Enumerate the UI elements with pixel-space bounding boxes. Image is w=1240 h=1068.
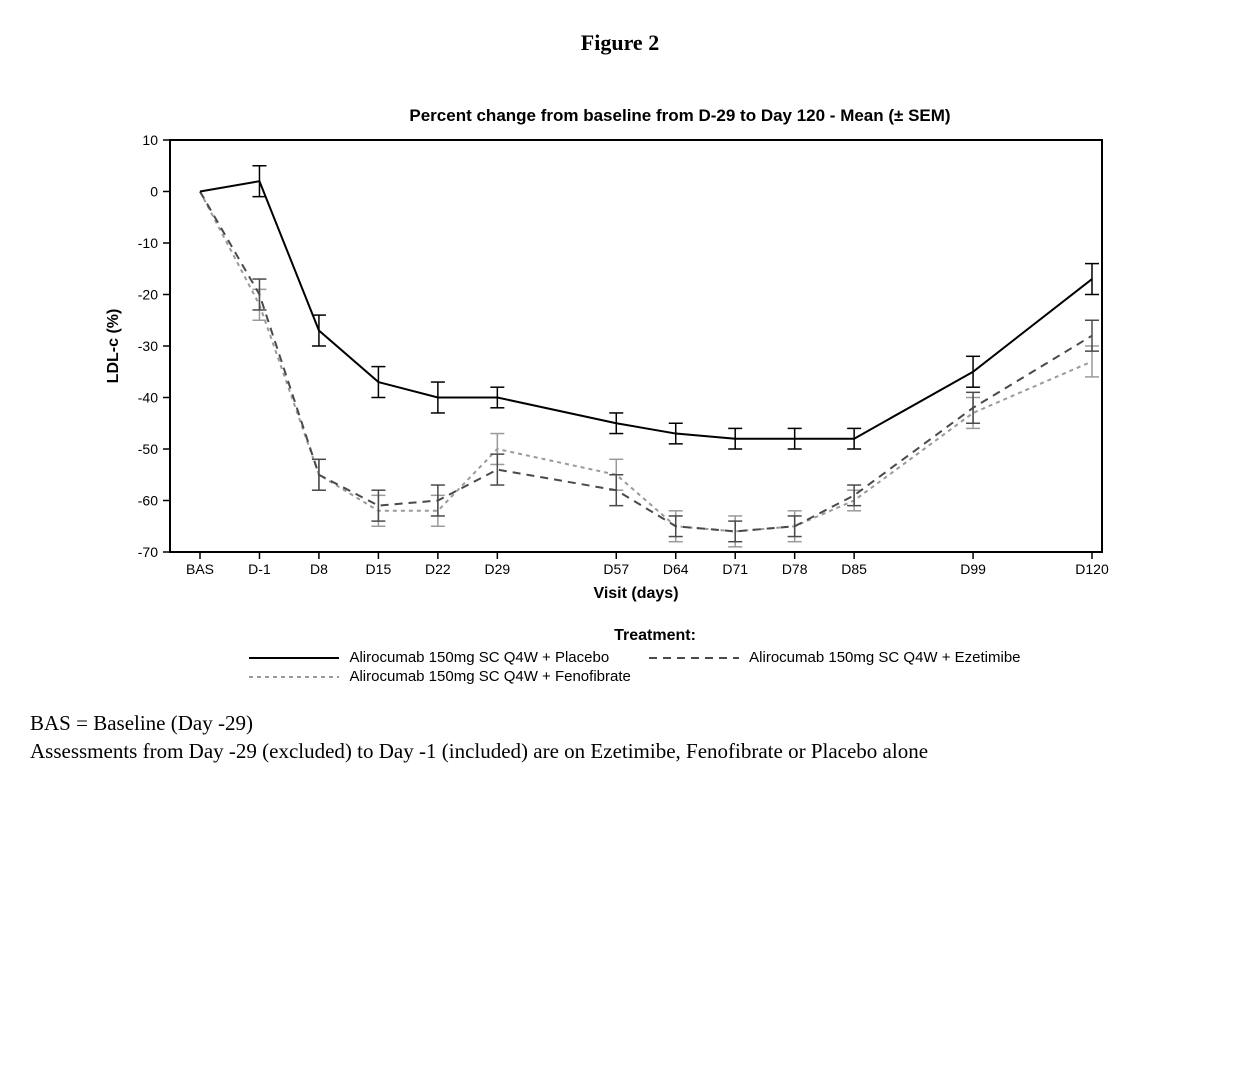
- y-tick-label: -40: [138, 390, 158, 406]
- x-tick-label: D29: [484, 561, 510, 577]
- y-tick-label: -30: [138, 338, 158, 354]
- legend-item: Alirocumab 150mg SC Q4W + Placebo: [249, 649, 609, 666]
- x-tick-label: D64: [663, 561, 689, 577]
- x-tick-label: D8: [310, 561, 328, 577]
- x-axis-label: Visit (days): [593, 585, 678, 602]
- y-tick-label: 0: [150, 184, 158, 200]
- x-tick-label: BAS: [186, 561, 214, 577]
- legend-label: Alirocumab 150mg SC Q4W + Placebo: [349, 649, 609, 666]
- y-tick-label: -10: [138, 235, 158, 251]
- chart-title: Percent change from baseline from D-29 t…: [150, 106, 1210, 126]
- x-tick-label: D-1: [248, 561, 271, 577]
- y-tick-label: 10: [142, 132, 158, 148]
- legend: Treatment: Alirocumab 150mg SC Q4W + Pla…: [100, 627, 1210, 689]
- x-tick-label: D85: [841, 561, 867, 577]
- legend-swatch: [249, 670, 339, 684]
- line-chart: 10 0 -10 -20 -30 -40 -50 -60 -70 LDL-c (%) BAS D-1 D…: [100, 132, 1120, 612]
- x-tick-label: D99: [960, 561, 986, 577]
- legend-title: Treatment:: [100, 627, 1210, 645]
- x-tick-label: D71: [722, 561, 748, 577]
- y-tick-label: -20: [138, 287, 158, 303]
- y-axis-label: LDL-c (%): [105, 309, 122, 384]
- x-tick-label: D15: [366, 561, 392, 577]
- y-tick-label: -60: [138, 493, 158, 509]
- chart-container: Percent change from baseline from D-29 t…: [100, 106, 1210, 689]
- footnote-line: BAS = Baseline (Day -29): [30, 709, 1090, 737]
- legend-item: Alirocumab 150mg SC Q4W + Fenofibrate: [249, 668, 630, 685]
- legend-item: Alirocumab 150mg SC Q4W + Ezetimibe: [649, 649, 1020, 666]
- legend-label: Alirocumab 150mg SC Q4W + Fenofibrate: [349, 668, 630, 685]
- footnote: BAS = Baseline (Day -29)Assessments from…: [30, 709, 1090, 766]
- legend-swatch: [249, 651, 339, 665]
- x-tick-label: D120: [1075, 561, 1109, 577]
- x-tick-label: D78: [782, 561, 808, 577]
- legend-swatch: [649, 651, 739, 665]
- y-tick-label: -50: [138, 441, 158, 457]
- x-tick-label: D57: [603, 561, 629, 577]
- footnote-line: Assessments from Day -29 (excluded) to D…: [30, 737, 1090, 765]
- x-tick-label: D22: [425, 561, 451, 577]
- legend-label: Alirocumab 150mg SC Q4W + Ezetimibe: [749, 649, 1020, 666]
- y-tick-label: -70: [138, 544, 158, 560]
- figure-title: Figure 2: [30, 30, 1210, 56]
